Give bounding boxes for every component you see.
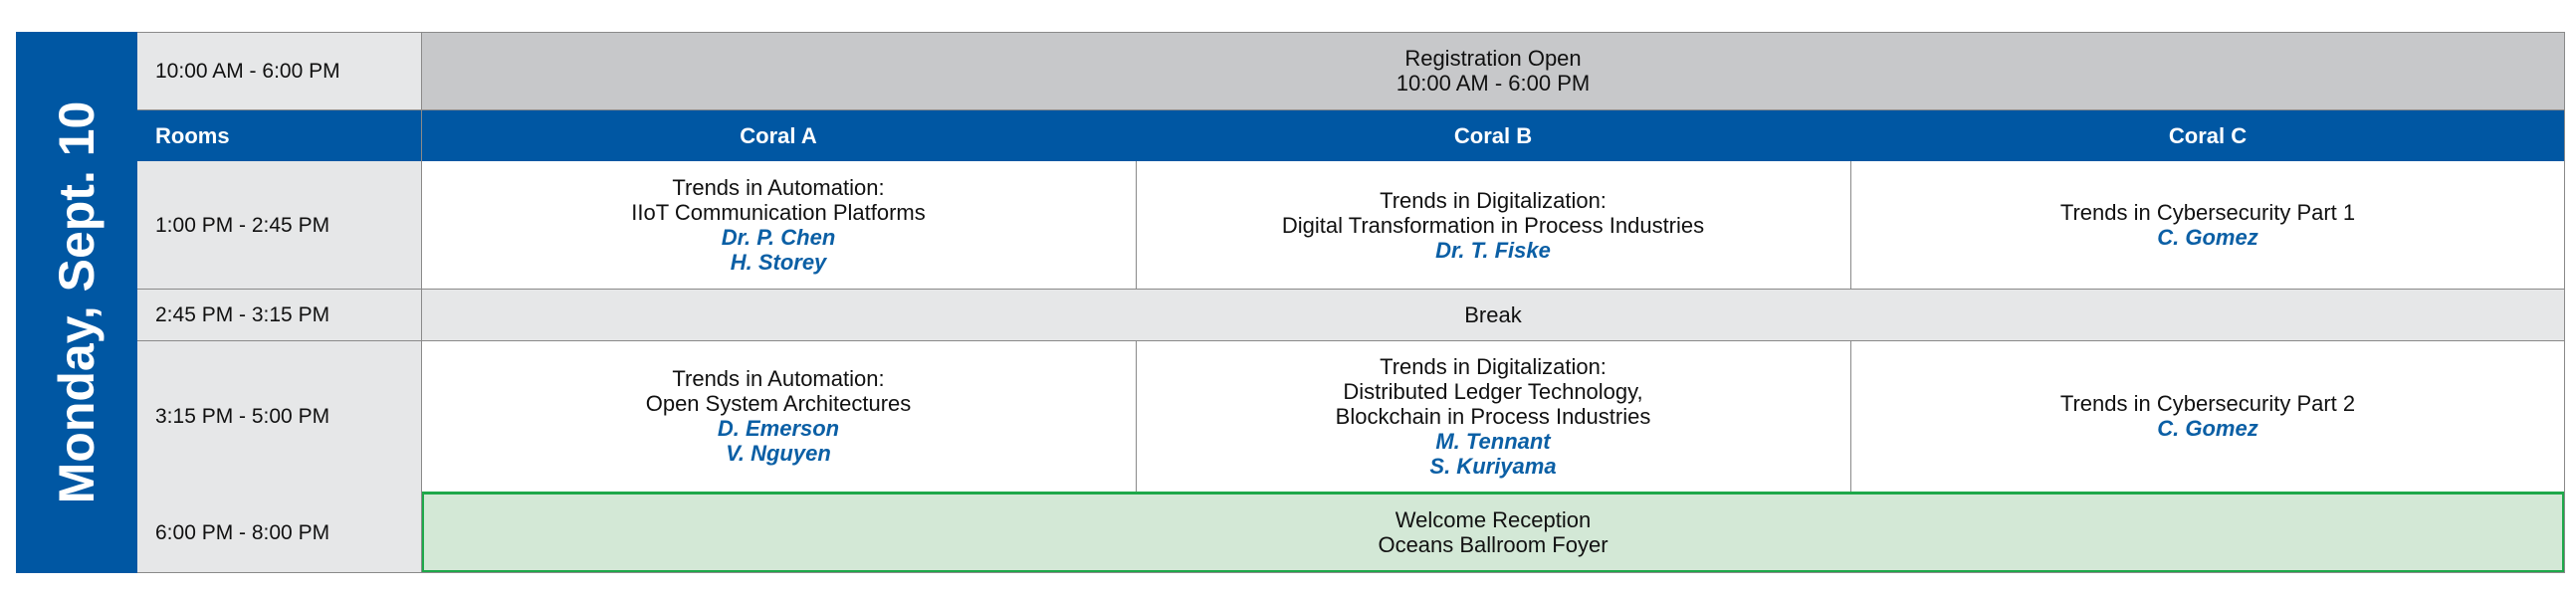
- time-cell-session-2: 3:15 PM - 5:00 PM: [137, 340, 421, 492]
- session-subtitle: Distributed Ledger Technology,: [1343, 378, 1643, 404]
- grid-line: [1136, 161, 1137, 289]
- grid-line: [1850, 161, 1851, 289]
- day-banner: Monday, Sept. 10: [16, 32, 137, 573]
- speaker-name: V. Nguyen: [726, 441, 831, 466]
- speaker-name: H. Storey: [730, 250, 827, 275]
- speaker-name: C. Gomez: [2157, 416, 2258, 441]
- grid-line: [137, 32, 2565, 33]
- session-1-coral-a: Trends in Automation: IIoT Communication…: [421, 161, 1136, 289]
- time-cell-reception: 6:00 PM - 8:00 PM: [137, 492, 421, 573]
- grid-line: [1850, 340, 1851, 492]
- time-cell-session-1: 1:00 PM - 2:45 PM: [137, 161, 421, 289]
- speaker-name: Dr. T. Fiske: [1435, 237, 1551, 263]
- room-name: Coral B: [1453, 122, 1533, 148]
- time-label: 6:00 PM - 8:00 PM: [155, 520, 330, 544]
- time-label: 2:45 PM - 3:15 PM: [155, 302, 330, 326]
- registration-title: Registration Open: [1404, 46, 1582, 71]
- session-title: Trends in Digitalization:: [1380, 353, 1607, 379]
- session-title: Trends in Digitalization:: [1380, 187, 1607, 213]
- grid-line: [137, 572, 2565, 573]
- speaker-name: S. Kuriyama: [1429, 453, 1557, 479]
- session-2-coral-c: Trends in Cybersecurity Part 2 C. Gomez: [1850, 340, 2565, 492]
- session-subtitle: Digital Transformation in Process Indust…: [1281, 212, 1705, 238]
- reception-cell: Welcome Reception Oceans Ballroom Foyer: [421, 492, 2565, 573]
- rooms-label: Rooms: [155, 122, 230, 148]
- session-2-coral-b: Trends in Digitalization: Distributed Le…: [1136, 340, 1850, 492]
- room-name: Coral A: [740, 122, 817, 148]
- registration-hours: 10:00 AM - 6:00 PM: [1395, 71, 1591, 96]
- speaker-name: Dr. P. Chen: [721, 225, 836, 250]
- speaker-name: C. Gomez: [2157, 225, 2258, 250]
- session-title: Trends in Cybersecurity Part 1: [2059, 200, 2356, 225]
- schedule-table: 10:00 AM - 6:00 PM Registration Open 10:…: [137, 32, 2565, 573]
- rooms-header-label-cell: Rooms: [137, 109, 421, 161]
- day-label: Monday, Sept. 10: [49, 100, 105, 504]
- room-header-coral-c: Coral C: [1850, 109, 2565, 161]
- speaker-name: D. Emerson: [717, 416, 840, 441]
- session-subtitle: Open System Architectures: [645, 391, 912, 416]
- grid-line: [1136, 340, 1137, 492]
- session-title: Trends in Cybersecurity Part 2: [2059, 391, 2356, 416]
- speaker-name: M. Tennant: [1435, 428, 1551, 454]
- session-2-coral-a: Trends in Automation: Open System Archit…: [421, 340, 1136, 492]
- room-name: Coral C: [2168, 122, 2248, 148]
- registration-cell: Registration Open 10:00 AM - 6:00 PM: [421, 32, 2565, 109]
- grid-line: [137, 109, 2565, 110]
- reception-title: Welcome Reception: [1395, 507, 1592, 532]
- grid-line: [421, 32, 422, 573]
- time-label: 1:00 PM - 2:45 PM: [155, 213, 330, 237]
- session-subtitle: Blockchain in Process Industries: [1335, 403, 1651, 429]
- session-title: Trends in Automation:: [672, 175, 885, 200]
- session-1-coral-c: Trends in Cybersecurity Part 1 C. Gomez: [1850, 161, 2565, 289]
- break-cell: Break: [421, 289, 2565, 340]
- room-header-coral-b: Coral B: [1136, 109, 1850, 161]
- grid-line: [2564, 32, 2565, 573]
- break-label: Break: [1464, 301, 1522, 327]
- time-label: 3:15 PM - 5:00 PM: [155, 404, 330, 428]
- session-title: Trends in Automation:: [672, 366, 885, 391]
- time-cell-break: 2:45 PM - 3:15 PM: [137, 289, 421, 340]
- time-label: 10:00 AM - 6:00 PM: [155, 59, 340, 83]
- room-header-coral-a: Coral A: [421, 109, 1136, 161]
- grid-line: [137, 340, 2565, 341]
- grid-line: [137, 289, 2565, 290]
- session-subtitle: IIoT Communication Platforms: [631, 200, 926, 225]
- time-cell-registration: 10:00 AM - 6:00 PM: [137, 32, 421, 109]
- reception-location: Oceans Ballroom Foyer: [1378, 532, 1609, 557]
- session-1-coral-b: Trends in Digitalization: Digital Transf…: [1136, 161, 1850, 289]
